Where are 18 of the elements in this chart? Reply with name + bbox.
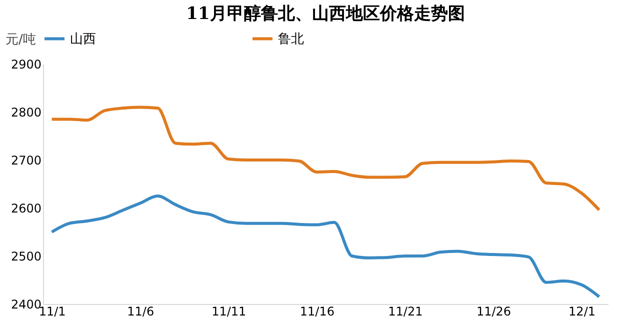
line-series: [50, 106, 601, 212]
x-tick-label: 11/16: [300, 304, 334, 318]
y-tick-label: 2600: [10, 202, 42, 216]
y-tick-label: 2400: [10, 298, 42, 312]
y-axis-title: 元/吨: [6, 32, 36, 48]
x-tick-label: 11/6: [127, 304, 154, 318]
x-tick-label: 11/21: [388, 304, 423, 318]
x-tick-label: 11/26: [476, 304, 512, 318]
x-tick-label: 12/1: [568, 304, 596, 318]
y-tick-label: 2800: [10, 106, 42, 120]
chart-title: 11月甲醇鲁北、山西地区价格走势图: [186, 4, 465, 24]
line-series: [50, 194, 601, 298]
y-tick-label: 2500: [10, 250, 42, 264]
legend-label: 山西: [70, 32, 96, 47]
x-tick-label: 11/11: [212, 304, 246, 318]
legend-label: 鲁北: [278, 32, 304, 47]
y-tick-label: 2700: [10, 154, 42, 168]
y-tick-label: 2900: [10, 58, 42, 72]
